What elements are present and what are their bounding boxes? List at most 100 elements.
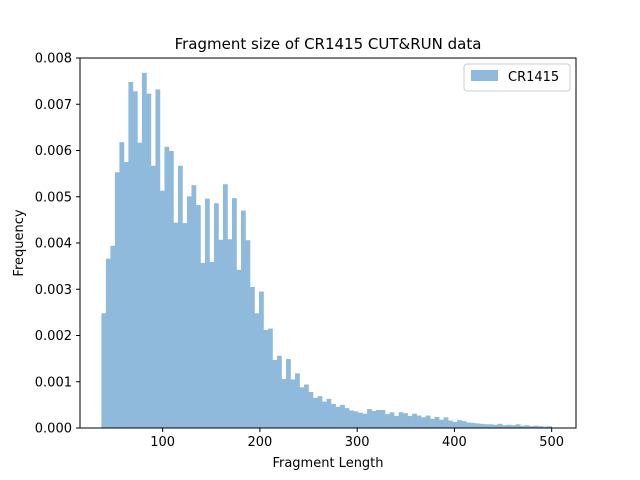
histogram-bar xyxy=(236,269,242,428)
histogram-bar xyxy=(308,391,314,428)
histogram-bar xyxy=(371,410,377,428)
histogram-bar xyxy=(186,196,192,428)
histogram-bar xyxy=(168,150,174,428)
histogram-bar xyxy=(227,239,233,428)
x-tick-label: 400 xyxy=(442,435,467,450)
histogram-bar xyxy=(353,411,359,428)
histogram-bar xyxy=(380,409,386,428)
histogram-bar xyxy=(407,415,413,428)
histogram-bar xyxy=(506,424,512,428)
histogram-bar xyxy=(249,286,255,428)
histogram-bar xyxy=(254,313,260,428)
histogram-bar xyxy=(416,415,422,428)
histogram-bar xyxy=(159,190,165,428)
histogram-bar xyxy=(213,203,219,428)
y-tick-label: 0.004 xyxy=(35,237,72,252)
histogram-bar xyxy=(430,418,435,428)
histogram-bar xyxy=(362,413,368,428)
chart-title: Fragment size of CR1415 CUT&RUN data xyxy=(175,35,482,53)
histogram-bar xyxy=(533,425,539,428)
legend-label-cr1415: CR1415 xyxy=(508,70,559,85)
histogram-bar xyxy=(204,198,210,428)
histogram-bar xyxy=(281,378,287,428)
x-axis-label: Fragment Length xyxy=(272,456,383,471)
histogram-bar xyxy=(222,184,228,428)
histogram-bar xyxy=(439,419,444,428)
histogram-bar xyxy=(277,355,282,428)
x-axis-ticks: 100 200 300 400 500 xyxy=(150,428,564,450)
histogram-bar xyxy=(146,93,152,429)
histogram-bar xyxy=(511,425,516,428)
histogram-bar xyxy=(173,222,179,428)
histogram-bar xyxy=(538,426,543,428)
histogram-bar xyxy=(200,262,206,428)
legend-swatch xyxy=(471,70,498,81)
y-tick-label: 0.003 xyxy=(35,283,72,298)
y-axis-label: Frequency xyxy=(12,209,27,276)
histogram-bar xyxy=(493,424,498,428)
histogram-bar xyxy=(479,423,485,428)
histogram-bar xyxy=(335,406,341,428)
histogram-bar xyxy=(340,404,345,428)
histogram-bar xyxy=(502,425,507,428)
histogram-bar xyxy=(452,421,458,428)
histogram-bar xyxy=(466,422,471,428)
histogram-bar xyxy=(155,89,161,428)
histogram-bar xyxy=(398,412,404,428)
histogram-bar xyxy=(105,258,111,428)
histogram-bar xyxy=(304,384,309,428)
histogram-bars xyxy=(101,72,552,429)
histogram-bar xyxy=(150,165,156,428)
histogram-bar xyxy=(164,146,170,429)
y-tick-label: 0.000 xyxy=(35,422,72,437)
histogram-bar xyxy=(434,416,440,428)
histogram-bar xyxy=(470,422,476,428)
histogram-bar xyxy=(529,426,534,428)
histogram-bar xyxy=(322,401,327,428)
histogram-bar xyxy=(245,240,251,428)
histogram-bar xyxy=(547,426,552,428)
histogram-bar xyxy=(412,413,417,428)
histogram-bar xyxy=(177,165,183,428)
histogram-bar xyxy=(182,223,188,428)
histogram-bar xyxy=(520,425,525,428)
y-tick-label: 0.005 xyxy=(35,190,72,205)
histogram-bar xyxy=(475,423,480,428)
histogram-bar xyxy=(137,142,143,428)
histogram-bar xyxy=(263,329,269,428)
histogram-bar xyxy=(231,198,237,428)
y-tick-label: 0.002 xyxy=(35,329,72,344)
histogram-bar xyxy=(114,172,120,428)
histogram-bar xyxy=(110,245,116,428)
y-tick-label: 0.006 xyxy=(35,144,72,159)
histogram-bar xyxy=(299,387,305,428)
histogram-bar xyxy=(448,420,453,428)
histogram-bar xyxy=(268,328,273,428)
histogram-bar xyxy=(331,403,336,428)
histogram-bar xyxy=(421,417,426,428)
histogram-bar xyxy=(443,417,449,428)
histogram-bar xyxy=(295,373,300,428)
histogram-bar xyxy=(272,360,278,428)
histogram-bar xyxy=(358,412,363,428)
histogram-bar xyxy=(313,397,318,428)
y-axis-ticks: 0.000 0.001 0.002 0.003 0.004 0.005 0.006 0.007… xyxy=(35,52,80,437)
histogram-bar xyxy=(240,210,246,428)
histogram-bar xyxy=(376,409,381,428)
histogram-bar xyxy=(349,410,354,428)
histogram-bar xyxy=(141,72,147,429)
histogram-bar xyxy=(132,91,138,429)
histogram-bar xyxy=(195,205,201,428)
histogram-bar xyxy=(497,423,503,428)
histogram-bar xyxy=(326,398,332,428)
histogram-bar xyxy=(191,185,197,428)
histogram-bar xyxy=(524,425,530,428)
histogram-bar xyxy=(290,379,296,428)
histogram-bar xyxy=(389,412,395,428)
x-tick-label: 500 xyxy=(539,435,564,450)
histogram-bar xyxy=(258,291,264,428)
histogram-bar xyxy=(515,424,521,428)
legend: CR1415 xyxy=(463,63,571,92)
histogram-bar xyxy=(542,426,548,428)
